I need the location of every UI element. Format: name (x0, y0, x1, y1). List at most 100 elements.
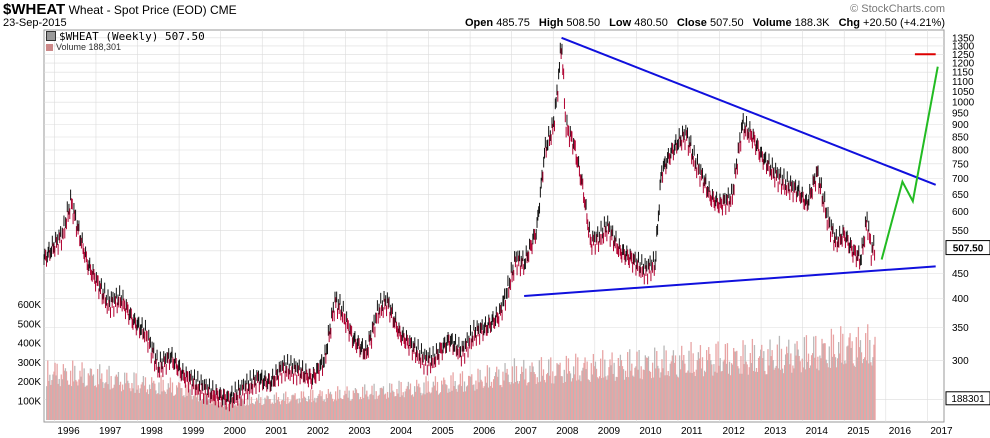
volume-bar (63, 370, 66, 420)
volume-bar (382, 386, 385, 420)
volume-bar (570, 381, 573, 420)
volume-bar (429, 393, 431, 420)
volume-bar (173, 395, 176, 420)
volume-bar (129, 388, 131, 420)
volume-bar (446, 385, 448, 420)
volume-bar (745, 361, 747, 420)
volume-bar (566, 373, 569, 420)
volume-bar (258, 394, 260, 420)
volume-bar (288, 403, 290, 420)
volume-bar (777, 368, 780, 420)
volume-bar (624, 370, 627, 420)
volume-bar (829, 367, 831, 420)
volume-bar (381, 388, 384, 420)
volume-bar (260, 397, 262, 420)
volume-bar (351, 398, 353, 420)
volume-bar (512, 383, 515, 420)
volume-bar (596, 377, 599, 420)
volume-bar (653, 377, 655, 420)
volume-bar (392, 390, 394, 420)
volume-bar (552, 371, 554, 420)
year-tick-label: 2015 (847, 426, 870, 437)
volume-bar (648, 370, 651, 420)
volume-bar (359, 396, 362, 420)
volume-bar (841, 362, 843, 420)
volume-bar (110, 376, 112, 420)
volume-bar (538, 360, 540, 420)
volume-bar (367, 396, 369, 420)
volume-bar (357, 393, 360, 420)
volume-bar (419, 387, 421, 420)
volume-bar (606, 379, 608, 420)
volume-bar (55, 375, 57, 420)
volume-bar (825, 359, 827, 420)
volume-bar (810, 355, 813, 420)
volume-bar (130, 391, 132, 420)
volume-bar (316, 398, 318, 420)
volume-bar (354, 388, 357, 420)
volume-bar (174, 394, 177, 420)
volume-bar (109, 389, 111, 420)
volume-bar (158, 382, 160, 420)
volume-bar (744, 344, 746, 420)
volume-bar (489, 385, 492, 420)
volume-bar (506, 368, 508, 420)
volume-bar (201, 398, 204, 420)
volume-bar (529, 365, 531, 420)
volume-bar (294, 393, 296, 420)
volume-bar (208, 399, 210, 420)
volume-bar (721, 370, 723, 420)
volume-bar (458, 384, 460, 420)
brand-link[interactable]: © StockCharts.com (850, 3, 945, 15)
volume-bar (140, 384, 142, 420)
volume-bar (795, 355, 797, 420)
volume-bar (665, 350, 667, 420)
volume-bar (630, 370, 632, 420)
volume-bar (657, 365, 659, 420)
volume-bar (383, 394, 386, 420)
volume-bar (98, 384, 100, 420)
volume-bar (720, 371, 722, 420)
volume-bar (88, 375, 90, 420)
volume-bar (608, 367, 610, 420)
volume-bar (157, 393, 159, 420)
price-tick-label: 1200 (952, 59, 975, 70)
volume-bar (768, 365, 770, 420)
volume-bar (610, 365, 612, 420)
volume-bar (453, 386, 455, 420)
volume-bar (53, 371, 55, 420)
volume-bar (126, 372, 128, 420)
volume-bar (609, 359, 611, 420)
volume-bar (124, 372, 126, 420)
volume-bar (738, 368, 740, 420)
volume-bar (537, 382, 539, 420)
volume-bar (83, 368, 85, 420)
volume-bar (445, 384, 447, 420)
volume-bar (814, 357, 816, 420)
volume-bar (205, 395, 207, 420)
volume-bar (364, 384, 366, 420)
volume-bar (752, 370, 755, 420)
volume-bar (397, 393, 399, 420)
volume-bar (685, 372, 687, 420)
volume-bar (402, 392, 404, 420)
year-tick-label: 2003 (348, 426, 371, 437)
volume-bar (276, 399, 279, 420)
volume-bar (259, 403, 261, 420)
volume-bar (233, 398, 235, 420)
volume-bar (716, 372, 718, 420)
price-tick-label: 600 (952, 207, 969, 218)
volume-bar (488, 367, 491, 420)
volume-bar (651, 362, 654, 420)
volume-bar (344, 390, 346, 420)
price-tick-label: 1050 (952, 87, 975, 98)
volume-bar (384, 393, 387, 420)
volume-bar (175, 385, 178, 420)
volume-bar (125, 383, 127, 420)
volume-bar (462, 391, 465, 420)
volume-bar (320, 396, 322, 420)
volume-bar (166, 389, 168, 420)
volume-bar (61, 379, 63, 420)
volume-bar (800, 372, 802, 420)
